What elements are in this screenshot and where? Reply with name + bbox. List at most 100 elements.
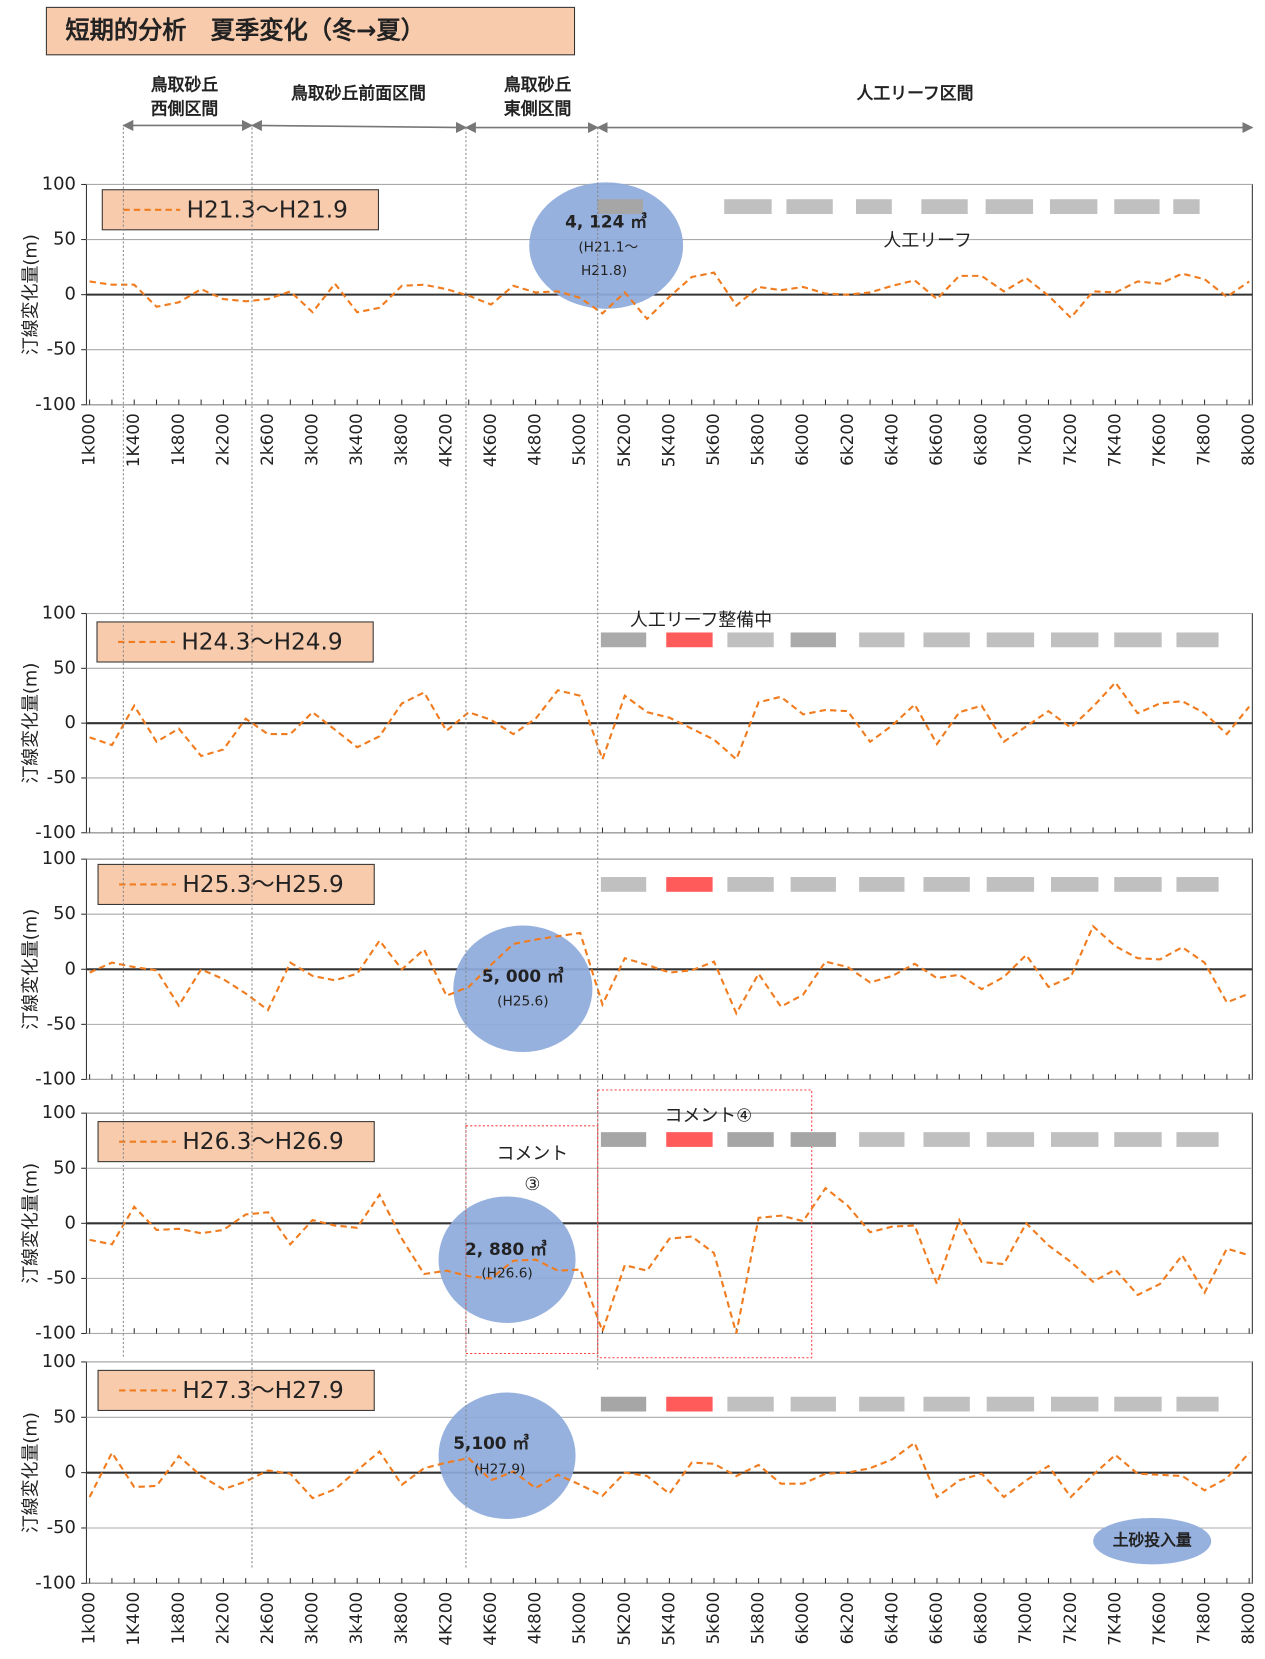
sand-input-ellipse [438, 1392, 576, 1520]
reef-block [790, 877, 836, 892]
reef-block [600, 1132, 647, 1147]
x-tick-label: 6k800 [971, 1592, 991, 1645]
annotation: 土砂投入量 [1113, 1531, 1192, 1550]
x-tick-label: 6k600 [926, 413, 946, 466]
x-tick-label: 6k400 [881, 1592, 901, 1645]
x-tick-label: 3k400 [346, 1592, 366, 1645]
x-tick-label: 6k400 [881, 413, 901, 466]
reef-block [600, 632, 647, 648]
annotation: (H21.1～ [578, 240, 638, 256]
x-tick-label: 3k000 [302, 413, 322, 466]
y-tick-label: 50 [53, 903, 76, 924]
x-tick-label: 3k400 [346, 413, 366, 466]
y-tick-label: 0 [65, 712, 76, 733]
reef-block [666, 1396, 713, 1412]
reef-block [923, 632, 970, 648]
y-axis-label: 汀線変化量(m) [21, 1412, 42, 1533]
reef-block [1173, 199, 1200, 214]
y-tick-label: 100 [42, 603, 76, 624]
data-line [88, 1441, 1250, 1500]
chart-panel: -100 -50 0 50 100 H21.3～H21.9 4, 124 ㎥ (H21.1～ H… [21, 173, 1259, 467]
y-tick-label: 100 [42, 1351, 76, 1372]
x-tick-label: 5k600 [703, 1592, 723, 1645]
reef-block [666, 1132, 713, 1147]
legend-label: H21.3～H21.9 [187, 196, 348, 223]
x-tick-label: 3k800 [391, 1592, 411, 1645]
annotation: 人工リーフ [883, 230, 971, 251]
section-dividers [122, 127, 599, 1568]
y-tick-label: 0 [65, 1462, 76, 1483]
x-tick-label: 2k600 [257, 1592, 277, 1645]
reef-block [986, 632, 1035, 648]
x-tick-label: 6k000 [792, 1592, 812, 1645]
sand-input-ellipse [438, 1196, 576, 1323]
chart-panel: -100 -50 0 50 100 H25.3～H25.9 5, 000 ㎥ (H25.6) 汀… [21, 848, 1253, 1089]
reef-block [790, 1132, 836, 1147]
x-tick-label: 4K600 [480, 1592, 500, 1646]
y-tick-label: -50 [47, 1517, 76, 1538]
title-box [45, 6, 576, 56]
annotation: H21.8) [581, 263, 627, 279]
y-tick-label: -50 [47, 1267, 76, 1288]
x-tick-label: 5k000 [569, 1592, 589, 1645]
reef-block [1176, 1132, 1219, 1147]
y-tick-label: 50 [53, 657, 76, 678]
reef-block [1114, 632, 1162, 648]
x-tick-label: 6k600 [926, 1592, 946, 1645]
x-tick-label: 2k600 [257, 413, 277, 466]
reef-block [1049, 199, 1098, 214]
y-tick-label: -100 [35, 1068, 76, 1089]
reef-block [859, 632, 905, 648]
x-tick-label: 7k200 [1060, 413, 1080, 466]
x-tick-label: 2k200 [212, 1592, 232, 1645]
y-tick-label: 50 [53, 1157, 76, 1178]
section-label: 鳥取砂丘 [504, 74, 572, 94]
reef-block [923, 1396, 970, 1412]
reef-block [727, 1132, 774, 1147]
reef-block [727, 1396, 774, 1412]
chart-panel: -100 -50 0 50 100 H27.3～H27.9 5,100 ㎥ (H27.9) 土砂… [21, 1351, 1259, 1646]
annotation: コメント④ [665, 1105, 753, 1126]
y-axis-label: 汀線変化量(m) [21, 909, 42, 1030]
sand-input-ellipse [453, 925, 593, 1053]
y-axis-label: 汀線変化量(m) [21, 663, 42, 784]
reef-block [855, 199, 892, 214]
x-tick-label: 2k200 [212, 413, 232, 466]
y-tick-label: 50 [53, 1406, 76, 1427]
annotation: 5, 000 ㎥ [482, 966, 564, 986]
y-axis-label: 汀線変化量(m) [21, 234, 42, 355]
reef-block [600, 877, 647, 892]
legend-label: H26.3～H26.9 [182, 1128, 343, 1155]
reef-block [786, 199, 833, 214]
y-tick-label: -50 [47, 767, 76, 788]
y-tick-label: -100 [35, 822, 76, 843]
reef-block [986, 1396, 1035, 1412]
reef-block [986, 877, 1035, 892]
sand-input-ellipse [1093, 1517, 1212, 1565]
reef-block [986, 1132, 1035, 1147]
y-tick-label: -100 [35, 394, 76, 415]
y-axis-label: 汀線変化量(m) [21, 1163, 42, 1284]
section-label: 鳥取砂丘前面区間 [291, 83, 426, 103]
reef-block [724, 199, 772, 214]
x-tick-label: 1k800 [168, 1592, 188, 1645]
reef-block [1114, 199, 1160, 214]
section-label: 人工リーフ区間 [857, 83, 974, 103]
x-tick-label: 8k000 [1238, 413, 1258, 466]
sand-input-ellipse [529, 182, 684, 309]
x-tick-label: 8k000 [1238, 1592, 1258, 1645]
annotation: (H26.6) [481, 1265, 532, 1281]
reef-block [859, 877, 905, 892]
section-label: 鳥取砂丘 [151, 74, 219, 94]
x-tick-label: 4K200 [435, 1592, 455, 1646]
x-tick-label: 1k000 [79, 413, 99, 466]
y-tick-label: 100 [42, 848, 76, 869]
x-tick-label: 4k800 [525, 413, 545, 466]
x-tick-label: 6k200 [837, 1592, 857, 1645]
reef-block [923, 877, 970, 892]
data-line [89, 271, 1250, 321]
annotation: ③ [524, 1174, 540, 1195]
x-tick-label: 7k800 [1194, 1592, 1214, 1645]
